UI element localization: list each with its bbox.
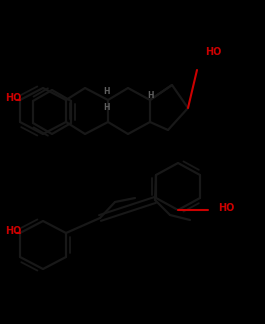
Text: HO: HO xyxy=(218,203,234,213)
Text: HO: HO xyxy=(5,93,21,103)
Text: H: H xyxy=(104,87,110,97)
Text: H: H xyxy=(147,91,153,100)
Text: HO: HO xyxy=(5,226,21,236)
Text: H: H xyxy=(104,102,110,111)
Text: HO: HO xyxy=(205,47,221,57)
